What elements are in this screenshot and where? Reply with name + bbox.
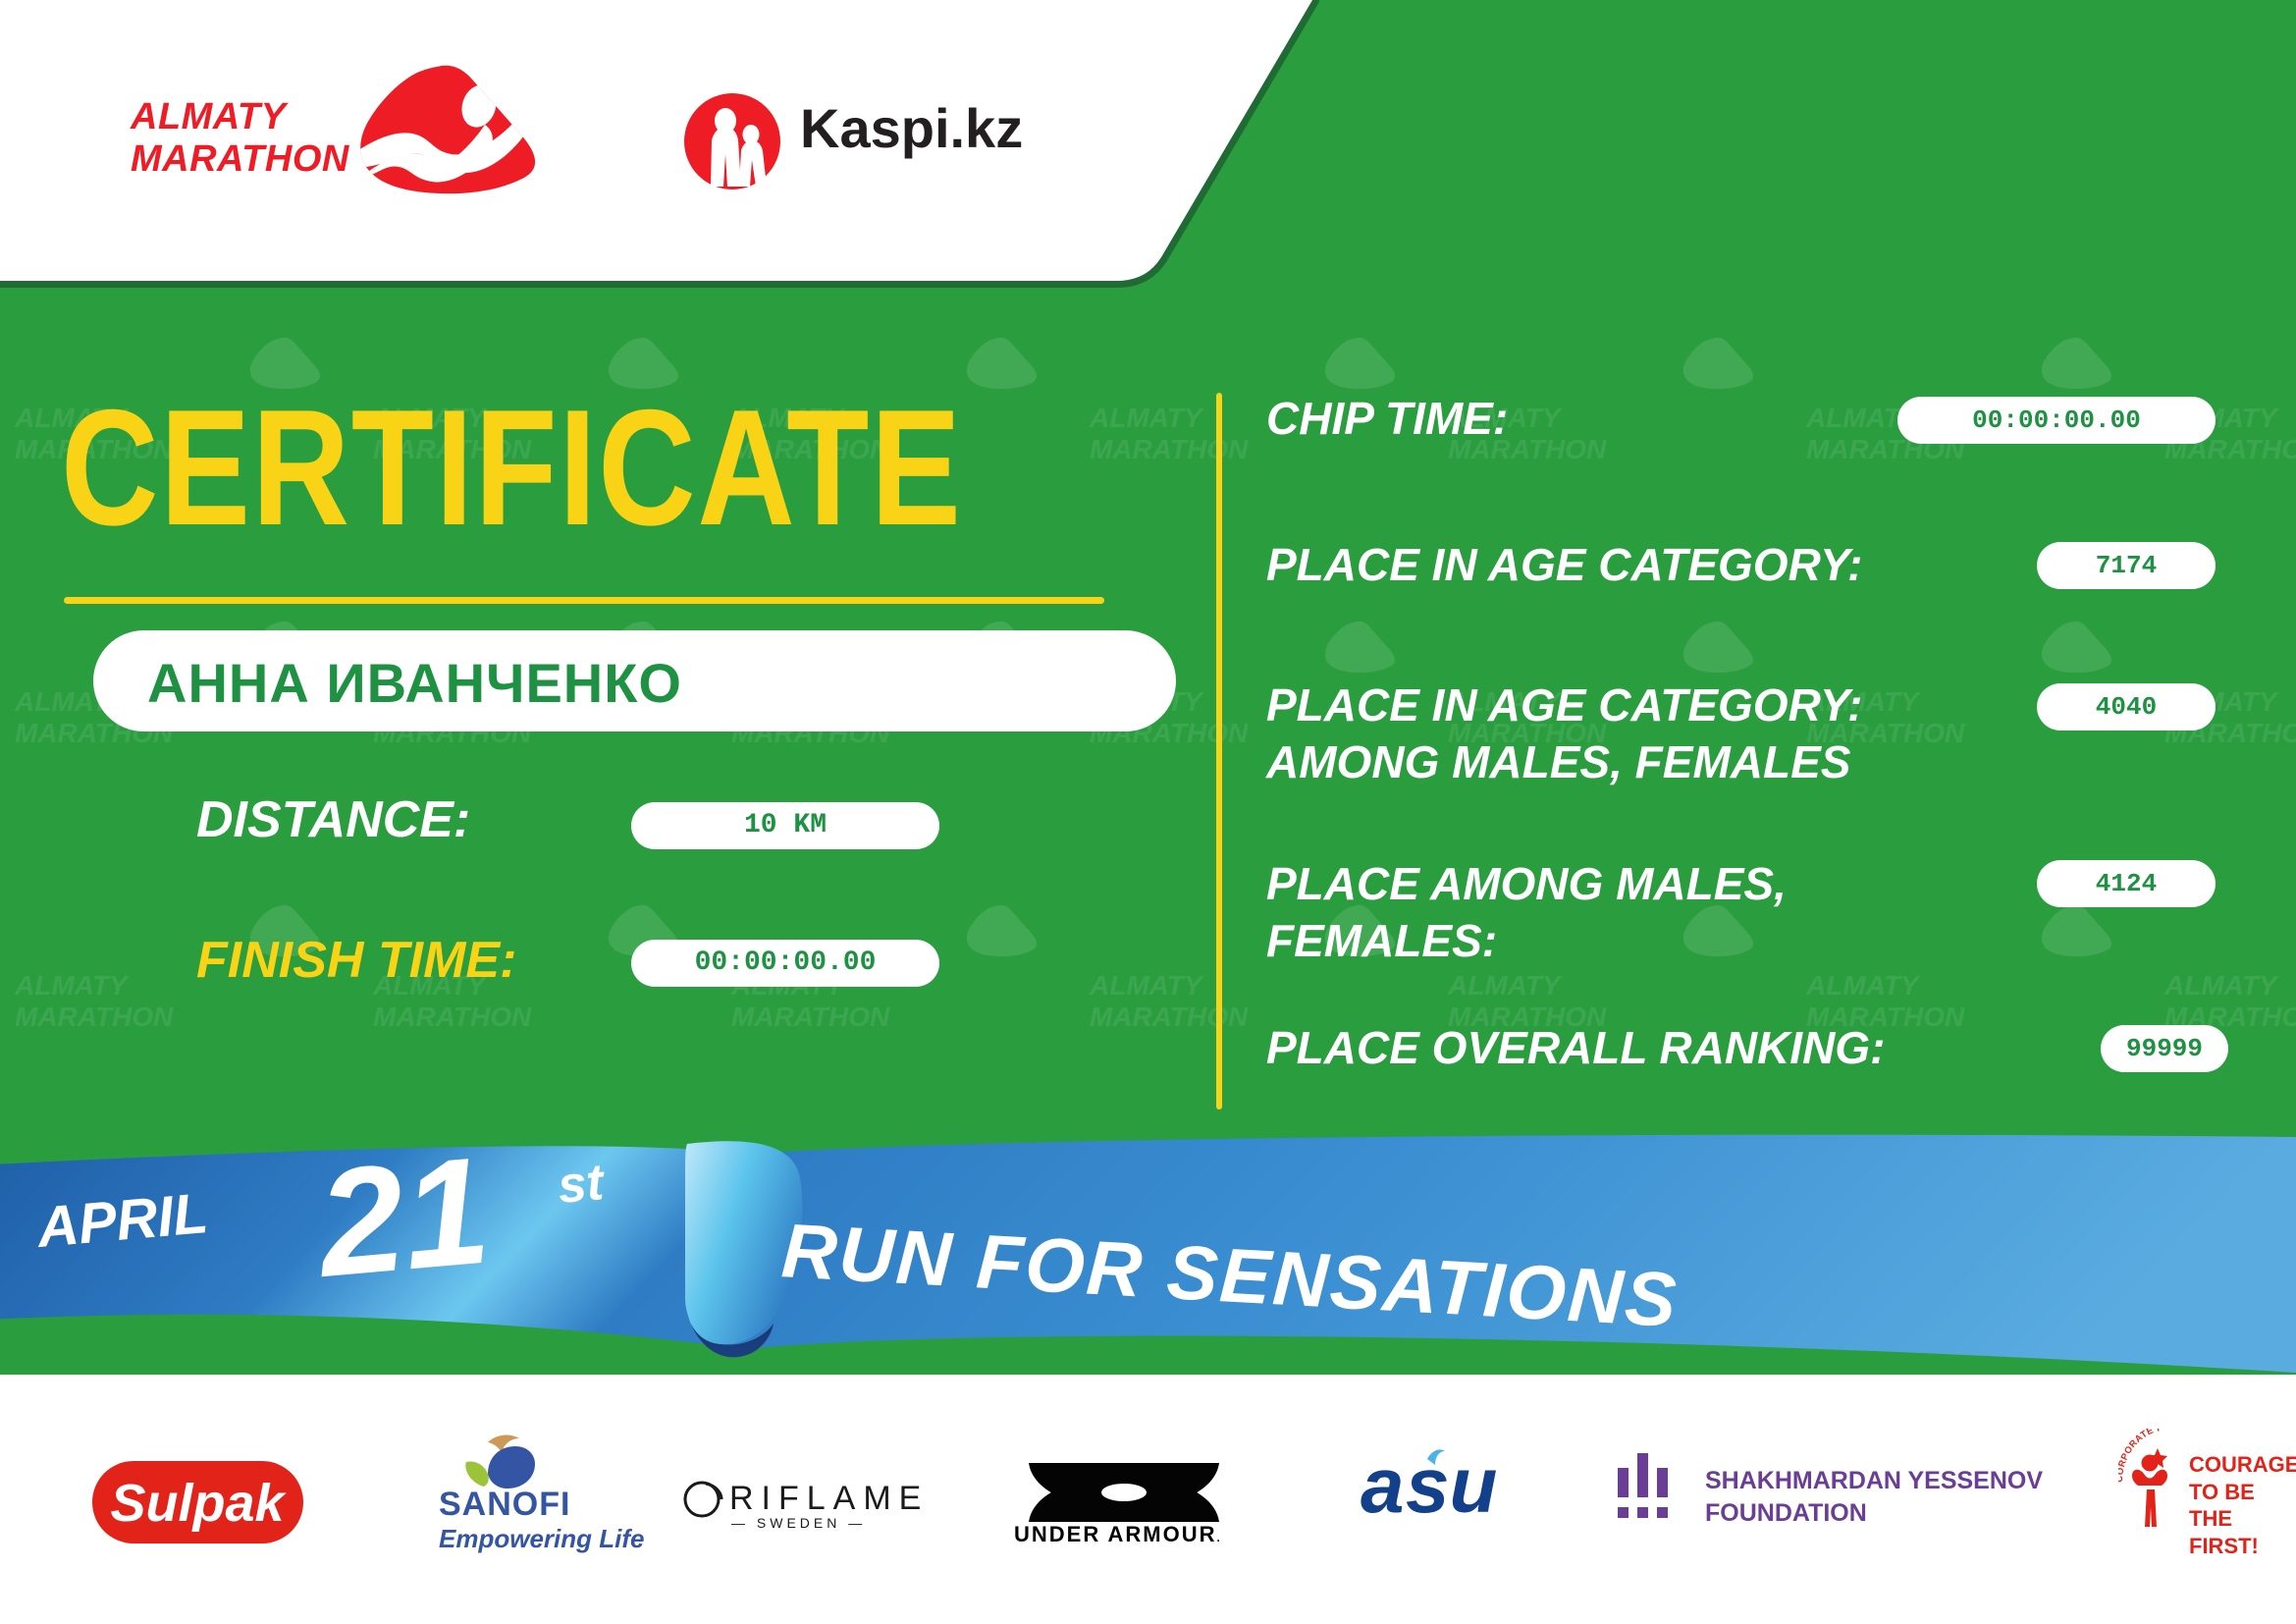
svg-text:st: st <box>556 1154 609 1215</box>
svg-text:Sulpak: Sulpak <box>110 1474 287 1533</box>
svg-text:RIFLAME: RIFLAME <box>729 1480 929 1517</box>
svg-text:a: a <box>1361 1441 1405 1529</box>
svg-text:21: 21 <box>309 1129 496 1309</box>
svg-text:su: su <box>1406 1441 1497 1529</box>
